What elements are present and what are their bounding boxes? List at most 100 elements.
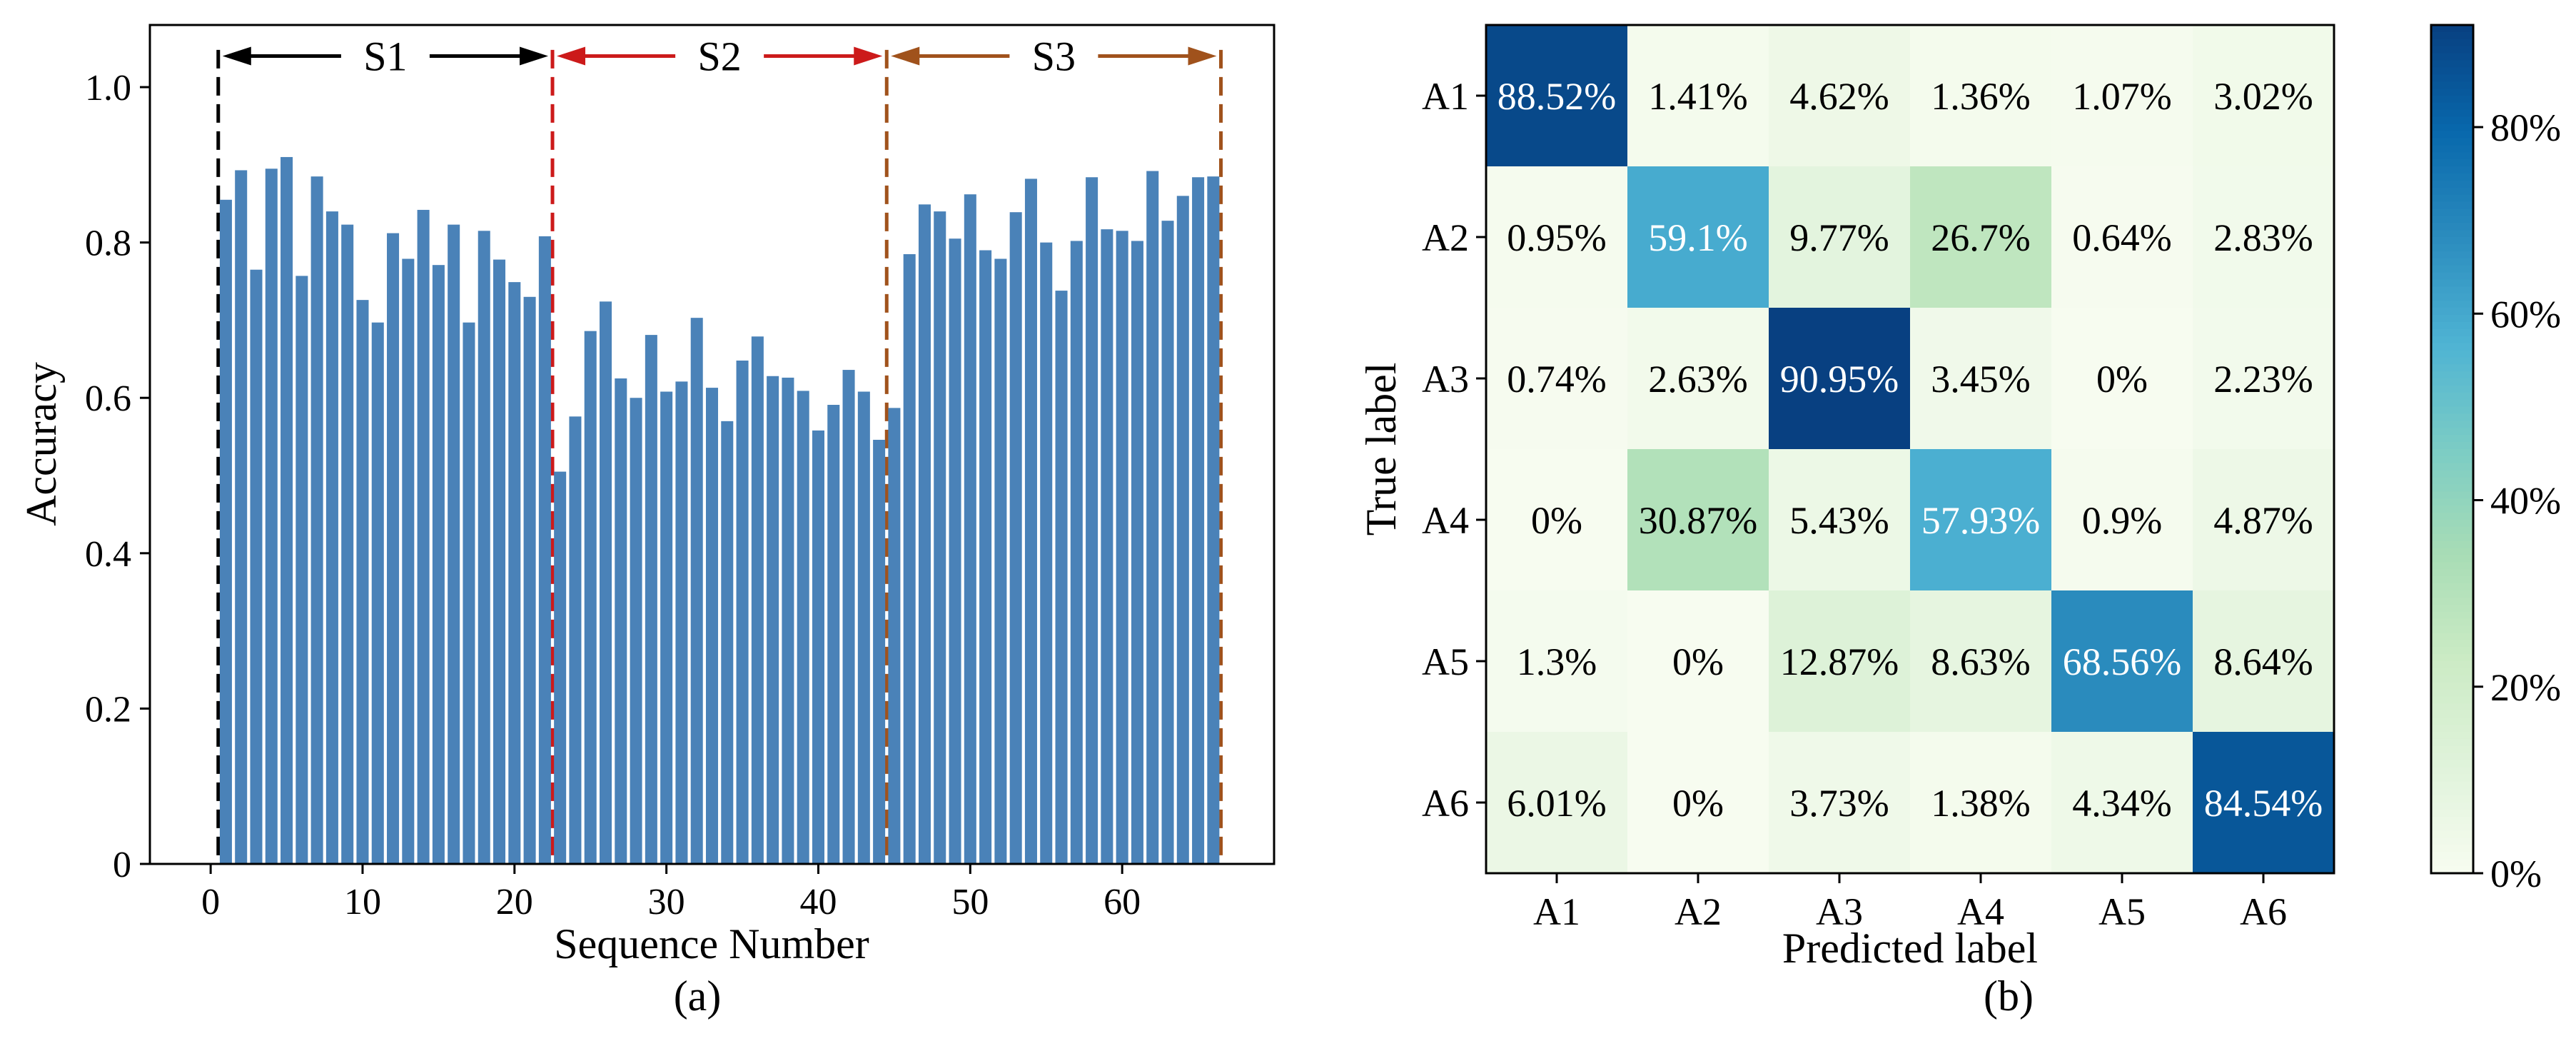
colorbar-gradient-step	[2431, 838, 2473, 846]
colorbar-gradient-step	[2431, 767, 2473, 775]
y-tick-label: 0.6	[85, 378, 131, 419]
bar	[1116, 231, 1128, 864]
bar	[705, 388, 719, 864]
heatmap-cell	[1910, 166, 2051, 308]
colorbar-gradient-step	[2431, 258, 2473, 266]
colorbar-gradient-step	[2431, 823, 2473, 832]
bar	[296, 276, 308, 864]
segment-markers: S1 S2 S3	[216, 34, 1223, 864]
bar	[569, 416, 582, 864]
cell-value-label: 1.07%	[2072, 75, 2171, 118]
colorbar-gradient-step	[2431, 498, 2473, 507]
bar	[1009, 212, 1022, 864]
colorbar-gradient-step	[2431, 194, 2473, 203]
x-category-ticks: A1 A2 A3 A4 A5 A6	[1533, 873, 2287, 933]
cell-value-label: 9.77%	[1789, 216, 1889, 259]
x-axis-label: Predicted label	[1782, 925, 2038, 972]
cell-value-label: 84.54%	[2204, 782, 2323, 825]
colorbar-gradient-step	[2431, 124, 2473, 132]
bar	[827, 405, 840, 864]
heatmap-cell	[2051, 308, 2193, 449]
colorbar-gradient-step	[2431, 230, 2473, 238]
colorbar-gradient-step	[2431, 180, 2473, 188]
colorbar-tick-label: 20%	[2490, 666, 2561, 709]
colorbar-gradient-step	[2431, 710, 2473, 719]
panel-label-b: (b)	[1984, 972, 2034, 1020]
colorbar-gradient-step	[2431, 830, 2473, 839]
cell-value-label: 4.87%	[2213, 499, 2313, 542]
colorbar-gradient-step	[2431, 513, 2473, 520]
plot-frame	[148, 24, 1276, 865]
colorbar: 0% 20% 40% 60% 80%	[2430, 24, 2561, 895]
cell-value-label: 3.73%	[1789, 782, 1889, 825]
colorbar-gradient-step	[2431, 682, 2473, 690]
y-tick-label: 0.4	[85, 534, 131, 575]
colorbar-gradient-step	[2431, 350, 2473, 358]
bar	[994, 258, 1007, 865]
bar	[630, 398, 642, 864]
bar	[463, 322, 475, 864]
colorbar-gradient-step	[2431, 243, 2473, 252]
colorbar-gradient-step	[2431, 60, 2473, 69]
heatmap-cell	[2193, 25, 2334, 166]
cell-value-label: 1.3%	[1517, 640, 1597, 683]
colorbar-gradient-step	[2431, 265, 2473, 273]
heatmap-cell	[2193, 308, 2334, 449]
x-tick-label: 30	[648, 882, 685, 922]
bar	[767, 376, 779, 864]
x-category-label: A4	[1957, 890, 2004, 933]
bar	[402, 258, 415, 865]
cell-value-label: 4.34%	[2072, 782, 2171, 825]
bar	[1086, 177, 1098, 865]
colorbar-gradient-step	[2431, 109, 2473, 118]
heatmap-cell	[1769, 25, 1910, 166]
bar-chart-panel: S1 S2 S3 0 10 20 30 40 50 60 0 0.2 0.4 0.6 0.8 1.0 Se…	[18, 24, 1276, 1020]
colorbar-gradient-step	[2431, 470, 2473, 478]
heatmap-cell	[1910, 308, 2051, 449]
colorbar-gradient-step	[2431, 208, 2473, 217]
colorbar-gradient-step	[2431, 428, 2473, 436]
segment-s1: S1	[222, 34, 549, 80]
bar	[751, 336, 764, 864]
colorbar-gradient-step	[2431, 321, 2473, 330]
bar	[478, 231, 490, 864]
colorbar-tick-label: 80%	[2490, 106, 2561, 149]
colorbar-gradient-step	[2431, 533, 2473, 542]
heatmap-cell	[1910, 732, 2051, 873]
cell-value-label: 0.95%	[1507, 216, 1606, 259]
bar	[1207, 176, 1220, 864]
colorbar-gradient-step	[2431, 703, 2473, 712]
colorbar-gradient-step	[2431, 718, 2473, 726]
bar	[1146, 171, 1159, 864]
bar	[842, 370, 855, 864]
colorbar-gradient-step	[2431, 753, 2473, 761]
colorbar-gradient-step	[2431, 301, 2473, 308]
colorbar-gradient-step	[2431, 173, 2473, 181]
colorbar-gradient-step	[2431, 604, 2473, 613]
cell-value-label: 30.87%	[1639, 499, 1757, 542]
colorbar-gradient-step	[2431, 131, 2473, 139]
heatmap-cell	[2193, 166, 2334, 308]
bar	[888, 408, 901, 864]
colorbar-gradient-step	[2431, 53, 2473, 61]
bar	[281, 156, 293, 864]
cell-value-label: 0.74%	[1507, 358, 1606, 401]
cell-value-label: 1.41%	[1648, 75, 1747, 118]
cell-value-label: 8.64%	[2213, 640, 2313, 683]
colorbar-gradient-step	[2431, 272, 2473, 281]
panel-label-a: (a)	[674, 972, 722, 1020]
cell-value-label: 12.87%	[1780, 640, 1899, 683]
bar	[812, 430, 824, 864]
heatmap-cell	[1486, 590, 1627, 732]
colorbar-gradient-step	[2431, 421, 2473, 429]
heatmap-cell	[1627, 308, 1769, 449]
cell-value-label: 68.56%	[2063, 640, 2181, 683]
confusion-matrix-panel: 88.52% 1.41% 4.62% 1.36% 1.07% 3.02% 0.95% 59.1…	[1358, 24, 2561, 1020]
colorbar-gradient-step	[2431, 81, 2473, 90]
cell-value-label: 0%	[1672, 782, 1724, 825]
heatmap-cell	[1627, 590, 1769, 732]
y-category-label: A3	[1422, 358, 1469, 401]
cell-value-label: 0%	[1672, 640, 1724, 683]
cell-value-label: 5.43%	[1789, 499, 1889, 542]
colorbar-gradient-step	[2431, 392, 2473, 401]
